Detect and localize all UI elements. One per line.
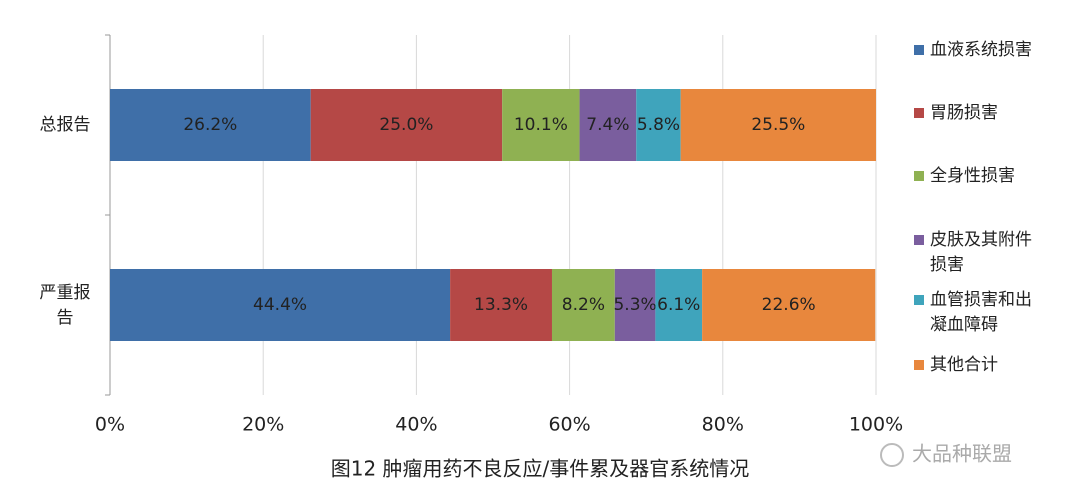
bar-segment [702, 269, 876, 341]
legend-label: 皮肤及其附件损害 [930, 230, 1032, 275]
legend-swatch [914, 235, 924, 245]
legend-swatch [914, 295, 924, 305]
watermark-icon [880, 443, 904, 467]
x-tick-label: 0% [95, 414, 125, 436]
x-tick-label: 20% [242, 414, 284, 436]
x-tick-label: 40% [395, 414, 437, 436]
data-label: 6.1% [657, 295, 700, 315]
y-tick-label: 严重报告 [40, 283, 91, 328]
legend-swatch [914, 171, 924, 181]
data-label: 25.0% [379, 115, 433, 135]
bar-segment [110, 89, 311, 161]
bar-segment [680, 89, 876, 161]
y-tick-label: 总报告 [40, 115, 91, 135]
legend-swatch [914, 108, 924, 118]
data-label: 8.2% [562, 295, 605, 315]
data-label: 13.3% [474, 295, 528, 315]
bar-segment [551, 269, 615, 341]
data-label: 5.3% [613, 295, 656, 315]
data-label: 7.4% [586, 115, 629, 135]
chart-title: 图12 肿瘤用药不良反应/事件累及器官系统情况 [331, 457, 750, 481]
bar-segment [579, 89, 637, 161]
watermark: 大品种联盟 [912, 442, 1012, 466]
bar-segment [110, 269, 451, 341]
x-tick-label: 100% [849, 414, 903, 436]
data-label: 25.5% [751, 115, 805, 135]
legend-label: 全身性损害 [930, 166, 1015, 186]
bar-segment [655, 269, 703, 341]
data-label: 10.1% [514, 115, 568, 135]
x-tick-label: 80% [702, 414, 744, 436]
data-label: 5.8% [637, 115, 680, 135]
data-label: 22.6% [762, 295, 816, 315]
bar-segment [502, 89, 580, 161]
bar-segment [614, 269, 656, 341]
legend-label: 胃肠损害 [930, 103, 998, 123]
legend-label: 血管损害和出凝血障碍 [930, 290, 1032, 335]
bar-segment [310, 89, 503, 161]
legend-label: 其他合计 [930, 355, 998, 375]
legend-swatch [914, 45, 924, 55]
legend-swatch [914, 360, 924, 370]
bar-segment [636, 89, 681, 161]
legend-label: 血液系统损害 [930, 40, 1032, 60]
data-label: 26.2% [183, 115, 237, 135]
x-tick-label: 60% [548, 414, 590, 436]
bar-segment [450, 269, 552, 341]
data-label: 44.4% [253, 295, 307, 315]
